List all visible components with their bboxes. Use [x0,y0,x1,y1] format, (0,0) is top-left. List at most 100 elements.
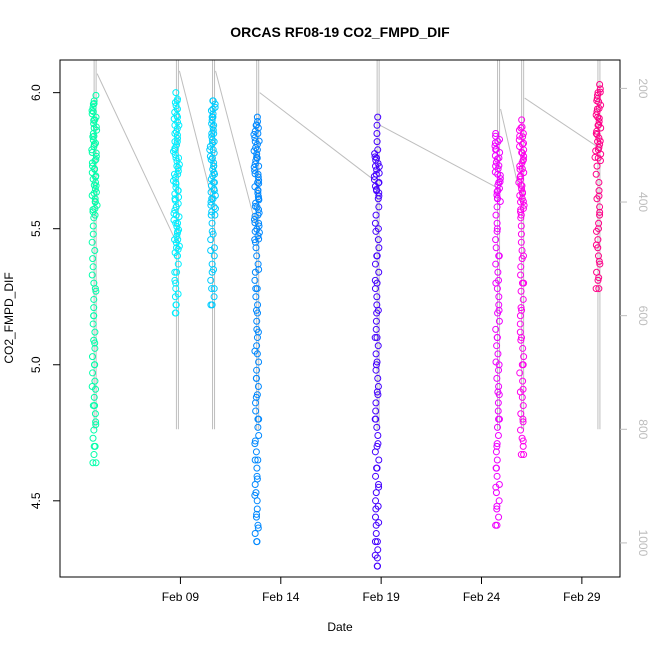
data-point [90,451,98,459]
data-point [255,137,263,145]
y-tick-label: 6.0 [29,84,43,101]
data-point [370,172,378,180]
data-point [594,225,602,233]
data-point [209,126,217,134]
data-point [593,131,601,139]
data-point [251,138,259,146]
data-point [493,225,501,233]
data-point [373,138,381,146]
data-point [374,306,382,314]
data-point [372,170,380,178]
data-point [90,295,98,303]
right-tick-label: 800 [636,419,650,439]
data-point [516,320,524,328]
x-tick-label: Feb 19 [362,590,400,604]
data-point [596,80,604,88]
data-point [89,255,97,263]
data-point [92,421,100,429]
data-point [91,377,99,385]
data-point [592,285,600,293]
data-point [492,244,500,252]
data-point [517,222,525,230]
data-point [253,464,261,472]
data-point [372,497,380,505]
data-point [252,393,260,401]
data-point [519,295,527,303]
data-point [209,146,217,154]
data-point [172,211,180,219]
data-point [210,266,218,274]
data-point [255,432,263,440]
data-point [493,195,501,203]
data-point [171,138,179,146]
data-point [251,456,259,464]
data-point [492,448,500,456]
data-point [250,215,258,223]
data-point [207,211,215,219]
data-point [91,328,99,336]
data-point [591,153,599,161]
data-point [255,162,263,170]
data-point [519,189,527,197]
data-point [493,472,501,480]
data-point [371,334,379,342]
x-tick-label: Feb 09 [162,590,200,604]
data-point [208,285,216,293]
data-point [372,407,380,415]
data-point [172,178,180,186]
data-point [255,266,263,274]
data-point [210,149,218,157]
data-point [493,521,501,529]
data-point [593,162,601,170]
data-point [251,347,259,355]
data-point [90,304,98,312]
data-point [209,172,217,180]
data-point [88,192,96,200]
data-point [173,97,181,105]
data-point [495,252,503,260]
data-point [519,437,527,445]
data-point [210,203,218,211]
data-point [89,369,97,377]
data-point [173,141,181,149]
data-point [520,353,528,361]
data-point [210,187,218,195]
data-point [255,358,263,366]
data-point [91,402,99,410]
data-point [494,170,502,178]
data-point [92,173,100,181]
data-point [90,181,98,189]
data-point [374,432,382,440]
data-point [494,432,502,440]
data-point [171,309,179,317]
y-axis: 4.5 5.0 5.5 6.0 [29,84,60,509]
data-point [374,225,382,233]
data-point [373,358,381,366]
data-point [173,232,181,240]
data-point [171,129,179,137]
data-point [492,260,500,268]
data-point [92,91,100,99]
data-point [208,219,216,227]
data-point [210,138,218,146]
data-point [492,129,500,137]
data-point [596,208,604,216]
data-point [254,423,262,431]
data-point [253,154,261,162]
data-point [208,120,216,128]
data-point [209,110,217,118]
data-point [88,149,96,157]
data-point [89,263,97,271]
data-point [211,103,219,111]
series-RF13 [491,129,504,529]
right-axis: 200 400 600 800 1000 [620,78,650,557]
data-point [495,293,503,301]
data-point [520,279,528,287]
data-point [253,505,261,513]
data-point [251,170,259,178]
data-point [91,197,99,205]
data-point [172,219,180,227]
data-point [171,206,179,214]
data-point [373,187,381,195]
data-point [174,260,182,268]
